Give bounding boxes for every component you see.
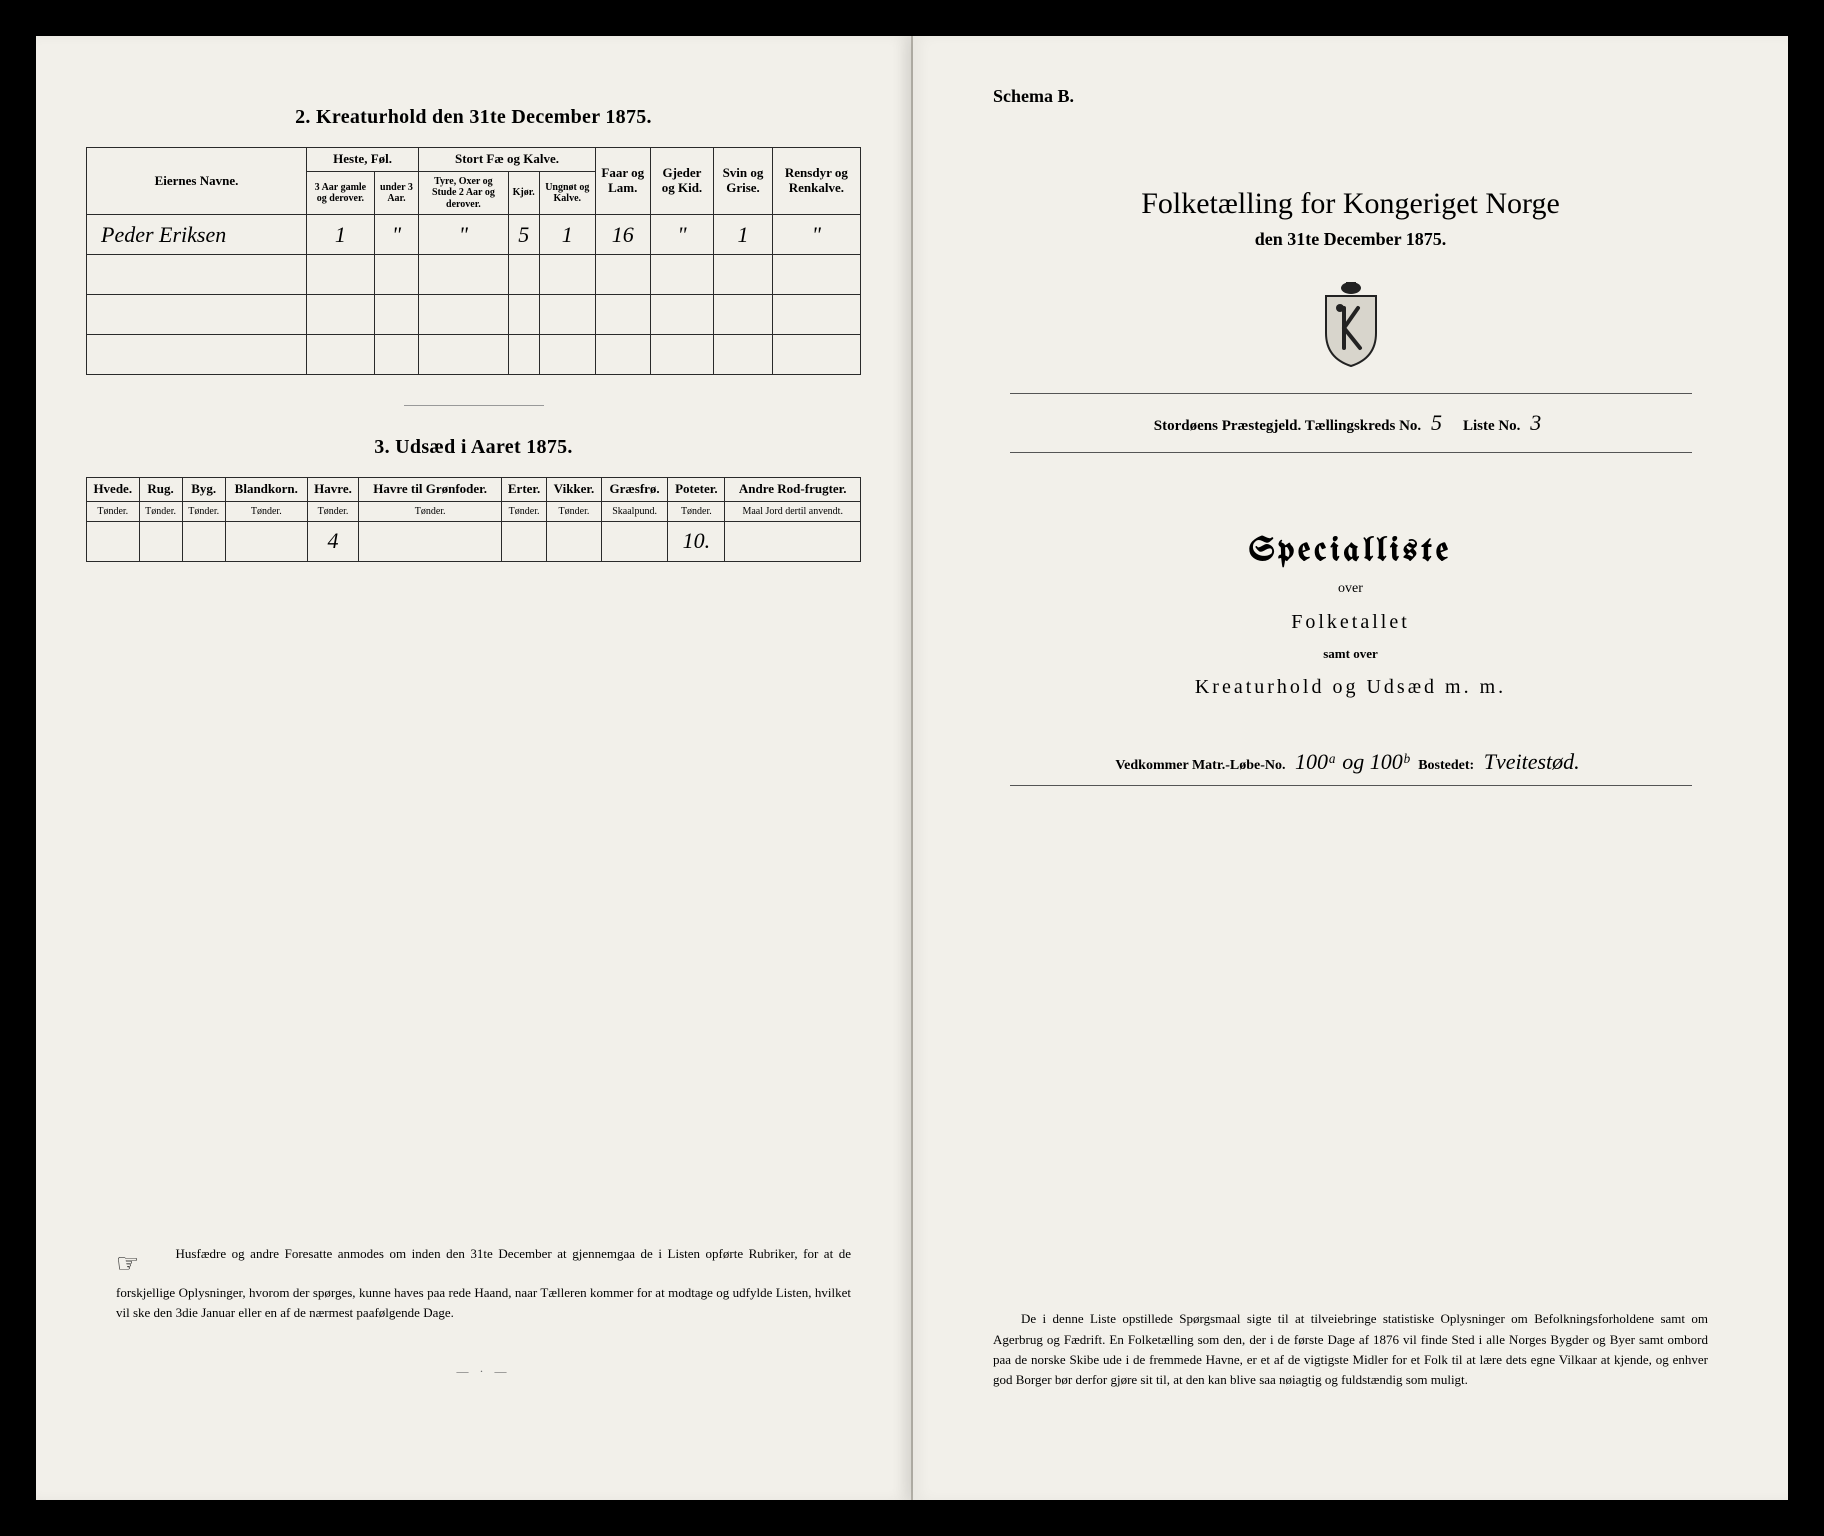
right-footnote: De i denne Liste opstillede Spørgsmaal s… [993, 1309, 1708, 1390]
unit: Tønder. [547, 501, 602, 521]
document-scan: 2. Kreaturhold den 31te December 1875. E… [36, 36, 1788, 1500]
col-horse-b: under 3 Aar. [374, 171, 418, 215]
unit: Tønder. [502, 501, 547, 521]
liste-label: Liste No. [1463, 418, 1521, 434]
vedkommer-line: Vedkommer Matr.-Løbe-No. 100ᵃ og 100ᵇ Bo… [1010, 749, 1692, 786]
cell: 1 [539, 215, 595, 255]
unit: Tønder. [359, 501, 502, 521]
unit: Tønder. [225, 501, 307, 521]
cell: " [650, 215, 714, 255]
cell-owner: Peder Eriksen [87, 215, 307, 255]
col-reindeer: Rensdyr og Renkalve. [772, 148, 860, 215]
col-vikker: Vikker. [547, 478, 602, 501]
section3-title: 3. Udsæd i Aaret 1875. [86, 436, 861, 459]
col-horse-a: 3 Aar gamle og derover. [307, 171, 375, 215]
footnote-text: Husfædre og andre Foresatte anmodes om i… [116, 1246, 851, 1320]
unit: Tønder. [668, 501, 725, 521]
unit: Tønder. [87, 501, 140, 521]
left-page: 2. Kreaturhold den 31te December 1875. E… [36, 36, 913, 1500]
livestock-table: Eiernes Navne. Heste, Føl. Stort Fæ og K… [86, 147, 861, 375]
col-andre: Andre Rod-frugter. [725, 478, 861, 501]
district-prefix: Stordøens Præstegjeld. Tællingskreds No. [1154, 418, 1421, 434]
col-rug: Rug. [139, 478, 182, 501]
cell: 5 [508, 215, 539, 255]
cell: 1 [714, 215, 773, 255]
pointing-hand-icon: ☞ [116, 1244, 164, 1283]
ornament: — · — [116, 1362, 851, 1380]
cell-havre: 4 [307, 521, 358, 561]
samt-label: samt over [963, 646, 1738, 662]
kreds-no: 5 [1425, 410, 1448, 435]
table-row [87, 255, 861, 295]
folketallet-label: Folketallet [963, 611, 1738, 634]
col-hvede: Hvede. [87, 478, 140, 501]
col-sheep: Faar og Lam. [595, 148, 650, 215]
unit: Skaalpund. [601, 501, 667, 521]
grp-cattle: Stort Fæ og Kalve. [419, 148, 596, 172]
right-page: Schema B. Folketælling for Kongeriget No… [913, 36, 1788, 1500]
col-cattle-b: Kjør. [508, 171, 539, 215]
scan-frame: 2. Kreaturhold den 31te December 1875. E… [0, 0, 1824, 1536]
unit: Tønder. [139, 501, 182, 521]
schema-label: Schema B. [993, 86, 1738, 107]
bostedet-label: Bostedet: [1418, 758, 1474, 773]
section2-title: 2. Kreaturhold den 31te December 1875. [86, 106, 861, 129]
liste-no: 3 [1524, 410, 1547, 435]
bostedet: Tveitestød. [1478, 749, 1586, 774]
col-blandkorn: Blandkorn. [225, 478, 307, 501]
col-erter: Erter. [502, 478, 547, 501]
census-subtitle: den 31te December 1875. [963, 229, 1738, 250]
cell: " [772, 215, 860, 255]
table-row: Peder Eriksen 1 " " 5 1 16 " 1 " [87, 215, 861, 255]
unit: Maal Jord dertil anvendt. [725, 501, 861, 521]
sowing-table: Hvede. Rug. Byg. Blandkorn. Havre. Havre… [86, 477, 861, 561]
table-row [87, 335, 861, 375]
cell-poteter: 10. [668, 521, 725, 561]
col-byg: Byg. [182, 478, 225, 501]
coat-of-arms-icon [963, 278, 1738, 373]
col-owner: Eiernes Navne. [87, 148, 307, 215]
col-poteter: Poteter. [668, 478, 725, 501]
cell: 1 [307, 215, 375, 255]
unit: Tønder. [307, 501, 358, 521]
unit: Tønder. [182, 501, 225, 521]
vedk-label: Vedkommer Matr.-Løbe-No. [1115, 758, 1285, 773]
divider [404, 405, 544, 406]
col-goats: Gjeder og Kid. [650, 148, 714, 215]
table-row: 4 10. [87, 521, 861, 561]
grp-horses: Heste, Føl. [307, 148, 419, 172]
district-line: Stordøens Præstegjeld. Tællingskreds No.… [1010, 393, 1692, 453]
kreatur-label: Kreaturhold og Udsæd m. m. [963, 676, 1738, 699]
col-pigs: Svin og Grise. [714, 148, 773, 215]
col-graesfro: Græsfrø. [601, 478, 667, 501]
cell: " [419, 215, 508, 255]
vedk-no: 100ᵃ og 100ᵇ [1289, 749, 1415, 774]
cell: " [374, 215, 418, 255]
census-title: Folketælling for Kongeriget Norge [963, 187, 1738, 221]
col-cattle-c: Ungnøt og Kalve. [539, 171, 595, 215]
over-label: over [963, 581, 1738, 597]
cell: 16 [595, 215, 650, 255]
col-havregron: Havre til Grønfoder. [359, 478, 502, 501]
table-row [87, 295, 861, 335]
col-cattle-a: Tyre, Oxer og Stude 2 Aar og derover. [419, 171, 508, 215]
col-havre: Havre. [307, 478, 358, 501]
specialliste-heading: Specialliste [963, 533, 1738, 569]
left-footnote: ☞ Husfædre og andre Foresatte anmodes om… [116, 1244, 851, 1380]
